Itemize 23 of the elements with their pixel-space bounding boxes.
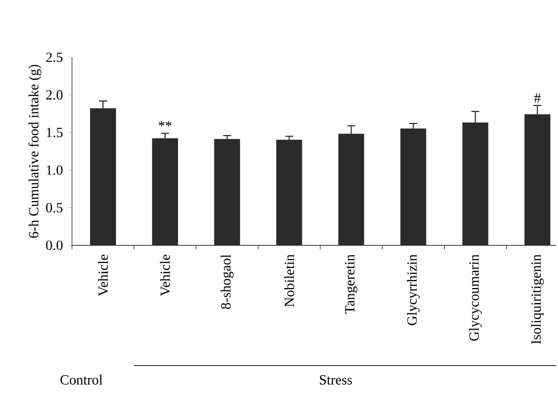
bar: [400, 128, 426, 246]
annotation: **: [158, 121, 172, 126]
y-tick-label: 0.0: [46, 240, 63, 250]
x-tick-label: Nobiletin: [284, 254, 294, 307]
bar: [152, 138, 178, 246]
annotation: #: [534, 93, 541, 103]
x-tick-label: Glycycoumarin: [468, 254, 482, 341]
bar: [214, 139, 240, 246]
x-tick-label: 8-shogaol: [220, 254, 234, 309]
x-tick-label: Vehicle: [98, 254, 108, 296]
y-tick-label: 0.5: [46, 202, 63, 212]
text: Control: [60, 374, 102, 385]
x-tick-label: Glycyrrhizin: [406, 254, 420, 326]
y-tick-label: 2.5: [46, 52, 63, 62]
y-tick-label: 1.5: [46, 128, 63, 138]
x-tick-label: Isoliquiritigenin: [531, 254, 544, 344]
bar: [276, 140, 302, 246]
text: Stress: [320, 375, 352, 385]
x-tick-label: Vehicle: [160, 254, 170, 296]
x-tick-label: Tangeretin: [345, 254, 358, 314]
y-tick-label: 2.0: [46, 90, 63, 100]
y-axis-title: 6-h Cumulative food intake (g): [28, 64, 42, 238]
y-tick-label: 1.0: [46, 165, 63, 175]
